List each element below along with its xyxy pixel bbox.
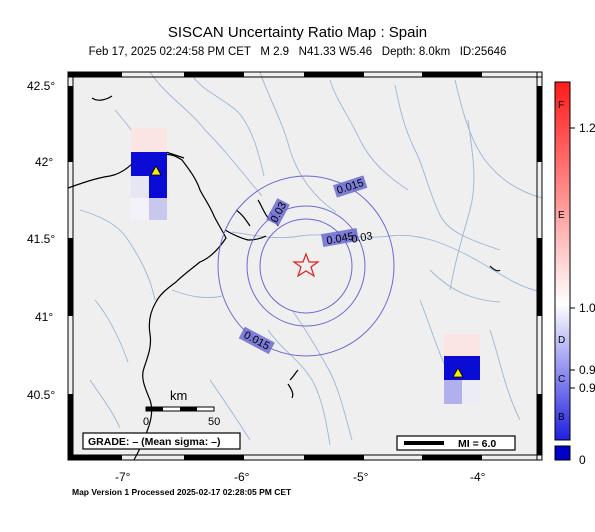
colorbar: F E D C B 1.2 1.0 0.9 0.9 0 <box>554 81 595 467</box>
colorbar-tick: 0 <box>579 453 586 467</box>
contour-label: 0.03 <box>350 230 373 246</box>
latitude-axis: 42.5° 42° 41.5° 41° 40.5° <box>27 79 55 402</box>
colorbar-tick: 0.9 <box>579 363 595 377</box>
lon-label: -6° <box>234 470 250 484</box>
lat-label: 41.5° <box>27 232 55 246</box>
station-triangle-icon[interactable] <box>150 165 162 176</box>
scale-zero: 0 <box>143 416 149 428</box>
grade-letter: D <box>558 335 565 346</box>
grade-box: GRADE: – (Mean sigma: –) <box>82 432 241 450</box>
grade-letter: B <box>558 412 565 423</box>
colorbar-tick: 1.0 <box>579 301 595 315</box>
map-title: SISCAN Uncertainty Ratio Map : Spain <box>167 24 428 41</box>
station-tile-grid-east <box>444 334 480 404</box>
contour-label: 0.045 <box>326 231 355 248</box>
grade-letter: F <box>558 100 564 111</box>
scale-bar: km 0 50 <box>143 388 220 428</box>
processing-footer: Map Version 1 Processed 2025-02-17 02:28… <box>72 487 292 497</box>
grade-letter: C <box>558 374 565 385</box>
lat-label: 41° <box>35 310 53 324</box>
frame-ticks <box>67 71 543 461</box>
grade-text: GRADE: – (Mean sigma: –) <box>88 436 220 448</box>
epicenter-star-icon[interactable] <box>292 252 320 278</box>
magnitude-text: MI = 6.0 <box>458 438 496 450</box>
rivers <box>79 72 542 446</box>
grade-letter: E <box>558 210 565 221</box>
lat-label: 42.5° <box>27 79 55 93</box>
station-triangle-icon[interactable] <box>452 367 464 378</box>
scale-unit: km <box>170 388 187 403</box>
colorbar-tick: 1.2 <box>579 121 595 135</box>
lon-label: -5° <box>353 470 369 484</box>
uncertainty-contours <box>217 175 395 357</box>
lon-label: -4° <box>470 470 486 484</box>
lat-label: 40.5° <box>27 388 55 402</box>
magnitude-legend: MI = 6.0 <box>396 435 516 451</box>
colorbar-tick: 0.9 <box>579 381 595 395</box>
station-tile-grid-west <box>131 128 167 220</box>
lon-label: -7° <box>115 470 131 484</box>
scale-value: 50 <box>208 416 220 428</box>
lat-label: 42° <box>35 155 53 169</box>
event-info-line: Feb 17, 2025 02:24:58 PM CET M 2.9 N41.3… <box>88 46 507 58</box>
longitude-axis: -7° -6° -5° -4° <box>115 470 486 484</box>
